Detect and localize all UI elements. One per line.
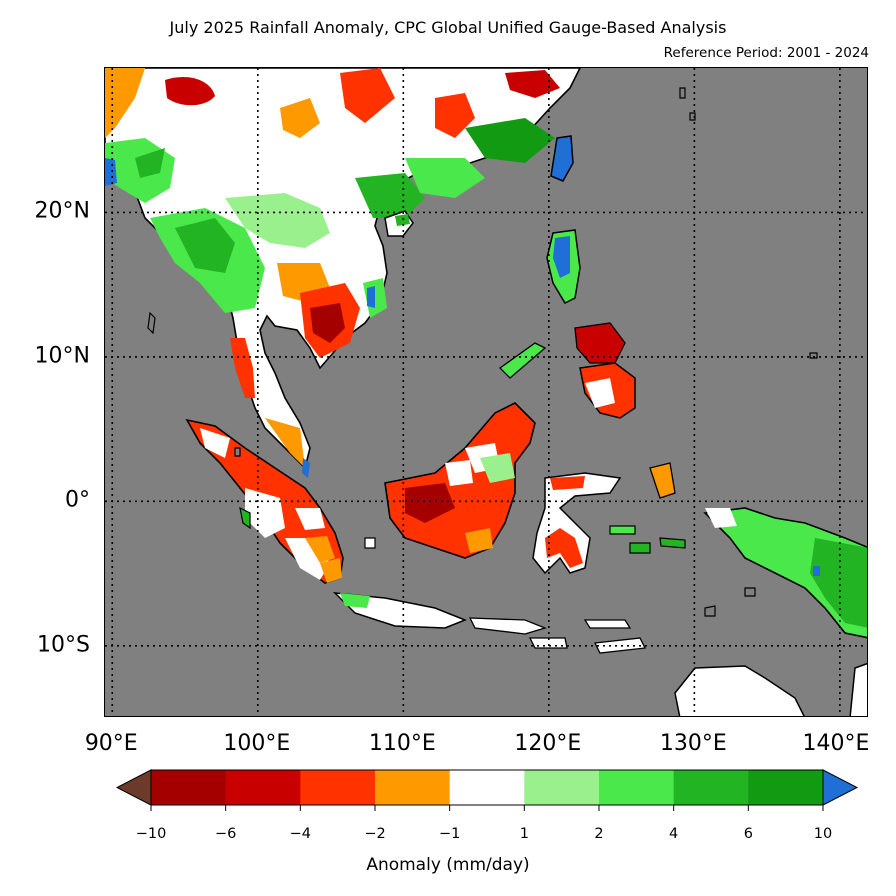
colorbar-segment	[599, 770, 675, 805]
colorbar-tick-label: 10	[813, 826, 833, 842]
lat-tick-label: 0°	[65, 487, 90, 513]
borneo-patches	[405, 443, 515, 553]
colorbar-label: Anomaly (mm/day)	[366, 855, 530, 875]
landmass-taiwan	[550, 135, 574, 182]
colorbar-segment	[151, 770, 227, 805]
colorbar-under-arrow	[115, 769, 152, 806]
mainland-anomaly-patches	[105, 68, 560, 478]
colorbar-tick-label: 4	[669, 826, 679, 842]
lon-tick-label: 90°E	[84, 731, 138, 756]
landmass-australia	[674, 665, 805, 716]
lon-tick-label: 100°E	[223, 731, 291, 756]
colorbar-outline	[150, 769, 824, 806]
colorbar-segment	[375, 770, 451, 805]
colorbar-segment	[673, 770, 749, 805]
lon-tick-label: 140°E	[802, 731, 870, 756]
grid-lines	[105, 68, 867, 716]
colorbar-tick-label: −6	[214, 826, 237, 842]
colorbar-over-arrow	[822, 769, 859, 806]
colorbar-tick-label: 1	[519, 826, 529, 842]
colorbar-tick-label: −10	[135, 826, 167, 842]
colorbar-tick-label: 2	[594, 826, 604, 842]
lat-tick-label: 10°S	[37, 632, 90, 658]
colorbar-tick-label: −4	[289, 826, 312, 842]
colorbar-segment	[748, 770, 824, 805]
colorbar-segment	[225, 770, 301, 805]
colorbar-tick-label: −1	[438, 826, 461, 842]
anomaly-map	[104, 67, 868, 717]
chart-title: July 2025 Rainfall Anomaly, CPC Global U…	[169, 18, 727, 37]
colorbar-segment	[524, 770, 600, 805]
lon-tick-label: 130°E	[659, 731, 727, 756]
lat-tick-label: 20°N	[34, 198, 90, 224]
colorbar-segment	[300, 770, 376, 805]
colorbar-tick-label: −2	[364, 826, 386, 842]
lon-tick-label: 120°E	[514, 731, 582, 756]
reference-period: Reference Period: 2001 - 2024	[663, 45, 869, 61]
lat-tick-label: 10°N	[34, 343, 90, 369]
lon-tick-label: 110°E	[368, 731, 436, 756]
sumatra-patches	[200, 428, 342, 583]
map-canvas	[105, 68, 867, 716]
colorbar-segment	[449, 770, 525, 805]
small-islands	[147, 87, 818, 617]
colorbar-tick-label: 6	[743, 826, 753, 842]
